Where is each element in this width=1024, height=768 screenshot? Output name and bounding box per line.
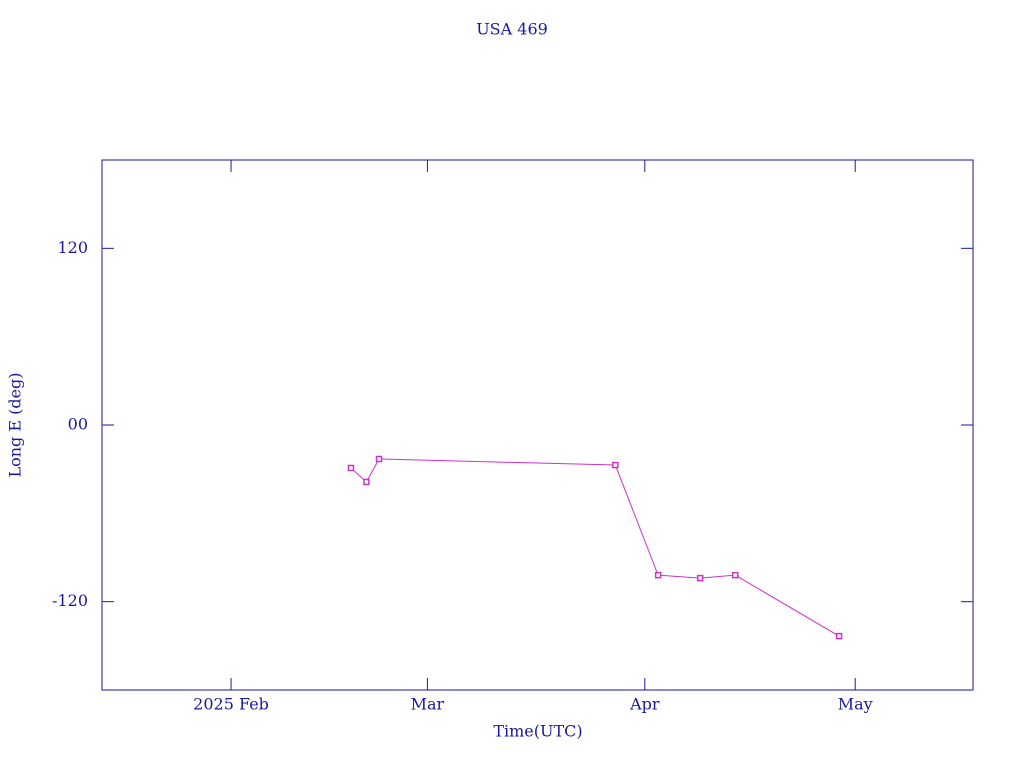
data-point	[654, 571, 662, 579]
y-tick-label: -120	[52, 591, 88, 610]
x-axis-label: Time(UTC)	[493, 722, 582, 741]
x-tick-label: May	[838, 695, 873, 714]
plot-frame	[101, 159, 974, 691]
y-axis-label: Long E (deg)	[6, 372, 25, 477]
y-tick-label: 120	[57, 238, 88, 257]
data-point	[696, 574, 704, 582]
x-tick-label: 2025 Feb	[193, 695, 269, 714]
data-point	[375, 455, 383, 463]
x-tick-label: Apr	[629, 695, 660, 714]
x-tick-label: Mar	[411, 695, 445, 714]
data-point	[612, 461, 619, 469]
y-tick-label: 00	[68, 415, 88, 434]
chart-title: USA 469	[476, 20, 548, 39]
data-point	[732, 571, 739, 579]
data-line	[350, 458, 840, 637]
data-point	[347, 464, 355, 472]
data-point	[363, 478, 370, 486]
data-point	[835, 632, 843, 640]
